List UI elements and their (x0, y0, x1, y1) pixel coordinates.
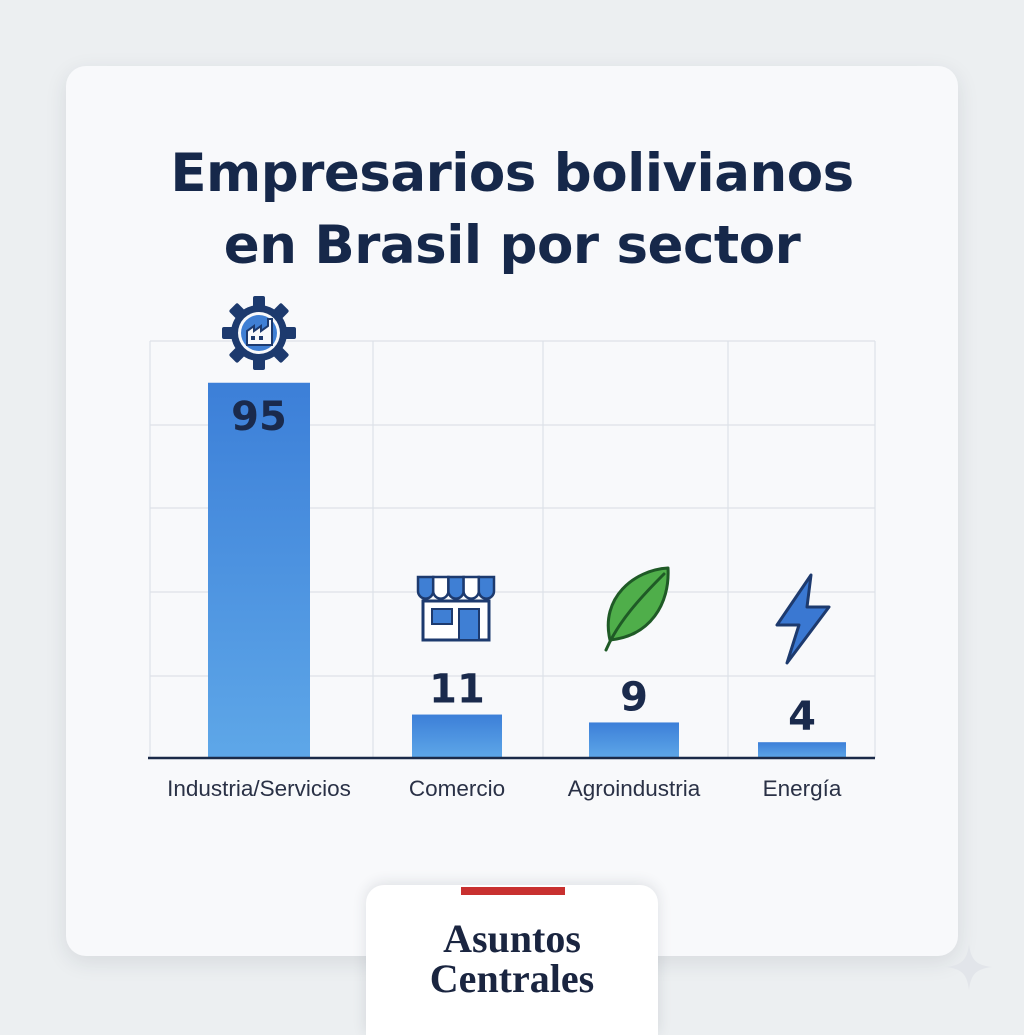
chart-title: Empresarios bolivianos en Brasil por sec… (0, 138, 1024, 282)
storefront-icon (416, 575, 496, 642)
category-label: Agroindustria (568, 776, 701, 801)
category-label: Energía (763, 776, 842, 801)
brand-line-2: Centrales (429, 956, 595, 1001)
title-line-2: en Brasil por sector (223, 215, 801, 276)
title-line-1: Empresarios bolivianos (170, 143, 854, 204)
category-label: Comercio (409, 776, 505, 801)
bar-value-label: 11 (429, 667, 485, 713)
bar-3 (758, 742, 846, 758)
chart-bars (208, 382, 846, 758)
category-label: Industria/Servicios (167, 776, 351, 801)
sparkle-icon (946, 944, 992, 990)
brand-accent-bar (461, 887, 565, 895)
bar-value-label: 95 (231, 394, 287, 440)
bar-2 (589, 722, 679, 758)
bar-value-label: 9 (620, 674, 648, 720)
lightning-icon (775, 573, 831, 665)
bar-value-label: 4 (788, 694, 816, 740)
chart-icons (222, 296, 831, 665)
brand-line-1: Asuntos (443, 916, 581, 961)
brand-name: Asuntos Centrales (366, 919, 658, 999)
chart-labels: 95 Industria/Servicios 11 Comercio 9 Agroindu… (148, 394, 875, 801)
leaf-icon (604, 566, 670, 652)
bar-1 (412, 714, 502, 758)
brand-logo: Asuntos Centrales (366, 885, 658, 1035)
factory-gear-icon (222, 296, 296, 370)
bar-0 (208, 382, 310, 758)
